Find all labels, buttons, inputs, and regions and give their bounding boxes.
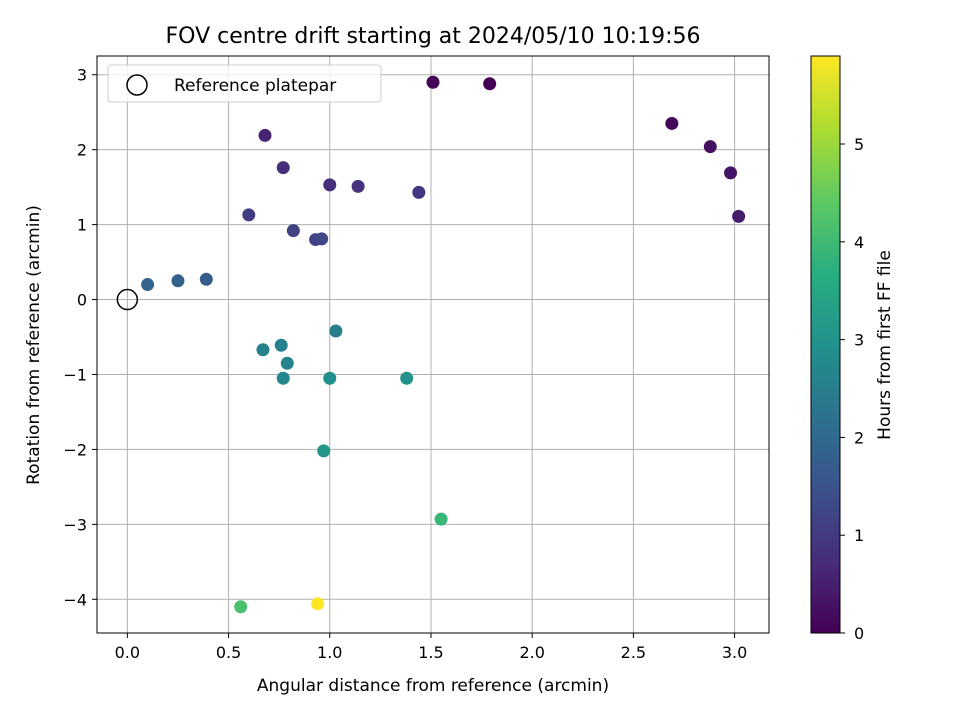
data-point [242,208,256,222]
plot-frame [96,55,770,634]
chart-title: FOV centre drift starting at 2024/05/10 … [166,24,701,49]
y-tick-label: −1 [63,365,87,384]
data-point [234,600,248,614]
data-point [276,371,290,385]
data-point [412,185,426,199]
data-point [141,278,155,292]
colorbar-tick-label: 3 [854,331,864,350]
colorbar-tick-label: 2 [854,428,864,447]
y-tick-label: 0 [77,291,87,310]
colorbar-label: Hours from first FF file [875,250,895,440]
data-point [256,343,270,357]
data-point [323,178,337,192]
x-tick-label: 2.0 [519,643,544,662]
data-point [280,356,294,370]
data-point [426,75,440,89]
x-tick-label: 0.5 [216,643,241,662]
data-point [274,338,288,352]
data-point [276,161,290,175]
data-point [317,444,331,458]
colorbar-gradient [810,55,841,634]
legend-marker-open-circle [126,74,148,96]
colorbar-tick-label: 1 [854,526,864,545]
reference-point-marker [116,288,139,311]
x-axis-label: Angular distance from reference (arcmin) [257,676,609,696]
data-point [286,224,300,238]
y-tick-label: 1 [77,216,87,235]
data-point [323,371,337,385]
x-tick-label: 1.0 [317,643,342,662]
data-point [258,128,272,142]
colorbar-tick-label: 4 [854,233,864,252]
legend: Reference platepar [107,64,382,103]
y-axis-label: Rotation from reference (arcmin) [24,205,44,485]
data-point [351,179,365,193]
colorbar: Hours from first FF file 0 1 2 3 4 5 [810,55,895,643]
x-tick-label: 0.0 [115,643,140,662]
x-tick-label: 3.0 [722,643,747,662]
data-point [703,140,717,154]
data-point [400,371,414,385]
data-point [315,232,329,246]
plot-area: 0.0 0.5 1.0 1.5 2.0 2.5 3.0 −4 −3 −2 −1 0 1 2 3 [63,55,770,662]
x-tick-label: 1.5 [418,643,443,662]
data-point [483,77,497,91]
y-tick-label: 3 [77,66,87,85]
data-point [724,166,738,180]
data-point [732,209,746,223]
data-point [665,116,679,130]
x-tick-label: 2.5 [621,643,646,662]
data-point [434,512,448,526]
legend-entry-reference-platepar: Reference platepar [174,76,336,96]
y-tick-label: −2 [63,440,87,459]
y-tick-label: −4 [63,590,87,609]
data-point [199,272,213,286]
y-tick-label: −3 [63,515,87,534]
colorbar-tick-label: 0 [854,624,864,643]
y-tick-label: 2 [77,141,87,160]
data-point [311,597,325,611]
legend-box [107,64,382,103]
data-point [171,274,185,288]
data-point [329,324,343,338]
colorbar-tick-label: 5 [854,135,864,154]
